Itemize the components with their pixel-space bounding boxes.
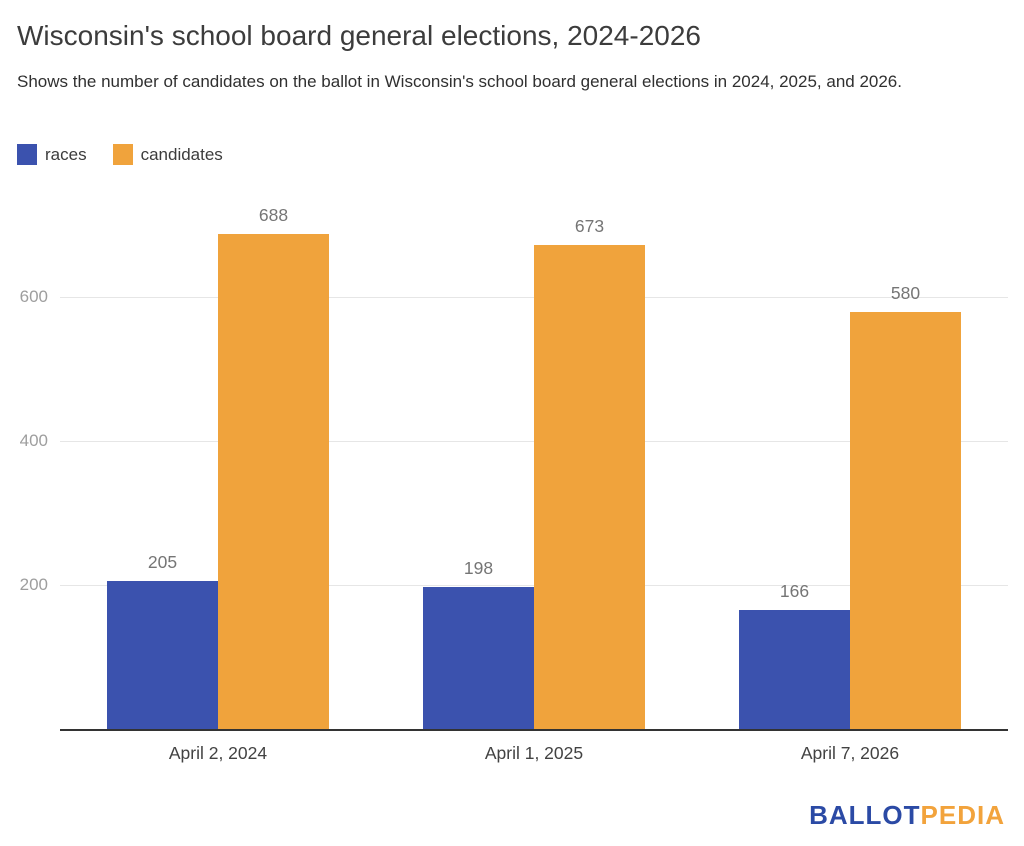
logo-ballot-text: BALLOT (809, 800, 921, 830)
y-tick-label-200: 200 (19, 575, 48, 595)
value-label-races-april-1-2025: 198 (463, 557, 494, 578)
x-category-label-april-2-2024: April 2, 2024 (168, 743, 268, 763)
bar-races-april-7-2026[interactable] (739, 609, 850, 729)
legend-label-races: races (45, 144, 87, 164)
bar-candidates-april-2-2024[interactable] (218, 233, 329, 729)
y-tick-label-400: 400 (19, 431, 48, 451)
bar-chart: 200 400 600 205 688 April 2, 2024 198 673 April … (0, 190, 1024, 790)
value-label-candidates-april-7-2026: 580 (890, 282, 921, 303)
x-axis-line (60, 729, 1008, 731)
y-tick-label-600: 600 (19, 287, 48, 307)
x-category-label-april-1-2025: April 1, 2025 (484, 743, 584, 763)
legend-swatch-races (17, 144, 37, 165)
chart-title: Wisconsin's school board general electio… (17, 20, 701, 51)
bar-races-april-2-2024[interactable] (107, 581, 218, 729)
bar-candidates-april-7-2026[interactable] (850, 311, 961, 729)
bar-candidates-april-1-2025[interactable] (534, 244, 645, 729)
legend-item-candidates: candidates (112, 144, 223, 165)
ballotpedia-logo: BALLOTPEDIA (809, 800, 1005, 831)
chart-subtitle: Shows the number of candidates on the ba… (17, 72, 902, 91)
logo-pedia-text: PEDIA (920, 800, 1005, 830)
legend-label-candidates: candidates (140, 144, 223, 164)
legend-swatch-candidates (112, 144, 133, 165)
value-label-candidates-april-1-2025: 673 (574, 215, 605, 236)
legend-item-races: races (17, 144, 87, 165)
value-label-candidates-april-2-2024: 688 (258, 204, 289, 225)
bar-races-april-1-2025[interactable] (423, 586, 534, 729)
value-label-races-april-7-2026: 166 (779, 580, 810, 601)
x-category-label-april-7-2026: April 7, 2026 (800, 743, 900, 763)
chart-legend: races candidates (17, 144, 223, 165)
value-label-races-april-2-2024: 205 (147, 552, 178, 573)
